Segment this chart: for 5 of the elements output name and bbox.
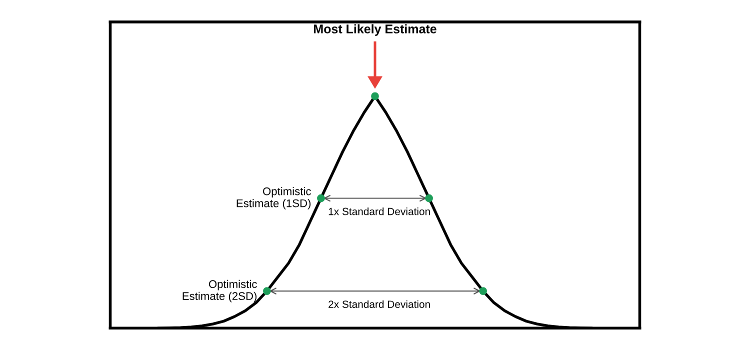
- text: Most Likely Estimate: [314, 24, 436, 36]
- annotation: 2x Standard Deviation: [328, 300, 430, 308]
- annotation: Optimistic Estimate (1SD): [236, 187, 311, 210]
- annotation: Optimistic Estimate (2SD): [182, 280, 257, 302]
- annotation: 1x Standard Deviation: [328, 208, 430, 216]
